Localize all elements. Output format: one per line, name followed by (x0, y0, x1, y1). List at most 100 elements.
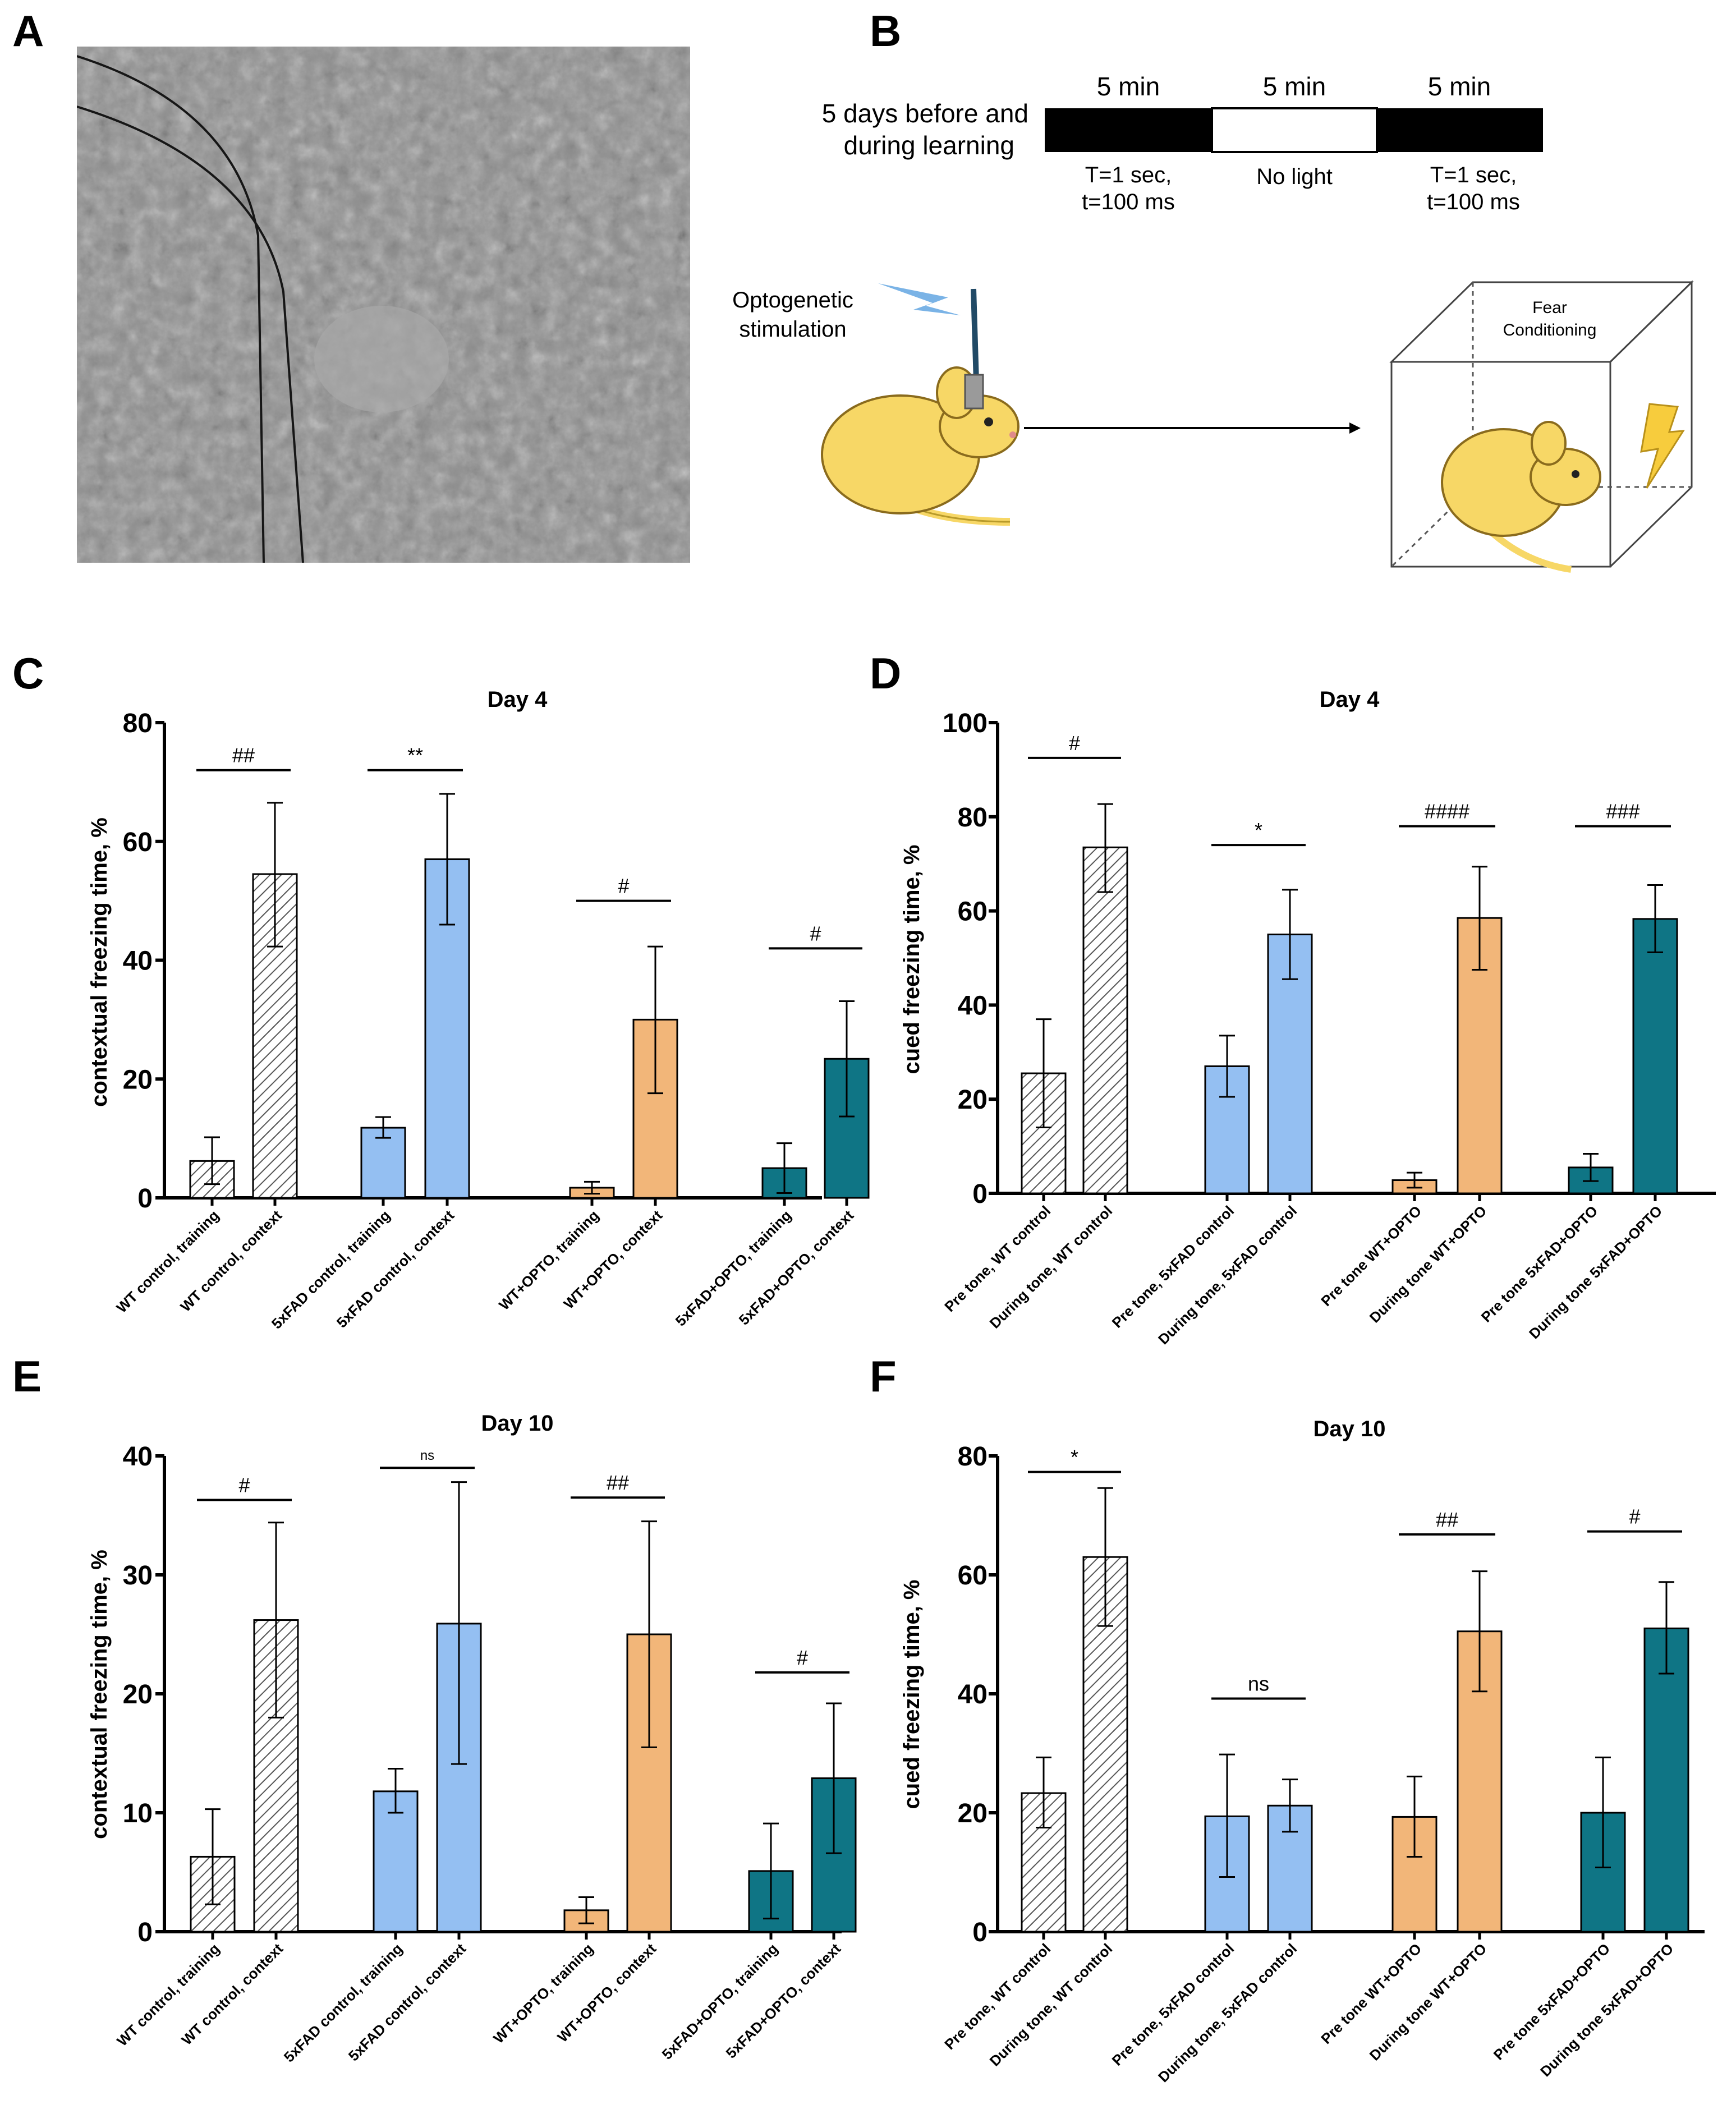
bar (1021, 1792, 1067, 1933)
segment-1-caption-line1: T=1 sec, (1085, 163, 1172, 187)
panel-label-f: F (870, 1352, 897, 1401)
x-tick-label: Pre tone, WT control (941, 1940, 1054, 2053)
y-tick-label: 60 (958, 1561, 988, 1591)
x-tick-label: Pre tone, 5xFAD control (1109, 1202, 1238, 1331)
significance-label: # (1629, 1505, 1640, 1528)
y-tick-label: 0 (972, 1918, 988, 1947)
panel-label-b: B (870, 6, 901, 56)
chart-title: Day 10 (481, 1411, 554, 1436)
segment-2-caption-line1: No light (1256, 164, 1333, 189)
cube-icon: Fear Conditioning (1389, 280, 1694, 573)
significance-label: # (810, 922, 821, 945)
x-tick-label: 5xFAD control, context (345, 1940, 470, 2065)
significance-label: ## (232, 744, 255, 767)
significance-label: * (1071, 1446, 1078, 1469)
chart-panel-f: F Day 10 cued freezing time, % 0 20 40 60 80 Pr… (870, 1352, 1705, 2085)
y-tick-label: 0 (972, 1179, 988, 1209)
chart-panel-c: C Day 4 contextual freezing time, % 0 20 40 6… (12, 649, 870, 1332)
x-tick-label: 5xFAD control, training (281, 1940, 406, 2065)
bar (1632, 918, 1678, 1194)
chart-title: Day 4 (488, 687, 548, 712)
bar (373, 1790, 419, 1933)
y-tick-label: 60 (123, 828, 153, 857)
y-tick-label: 60 (958, 897, 988, 927)
y-tick-label: 20 (958, 1799, 988, 1828)
x-tick-label: During tone, 5xFAD control (1155, 1202, 1300, 1348)
segment-3-caption-line1: T=1 sec, (1430, 163, 1517, 187)
panel-label-a: A (12, 6, 44, 56)
x-tick-label: During tone, WT control (986, 1202, 1116, 1332)
significance-label: ns (1248, 1672, 1269, 1695)
microscopy-image (77, 47, 690, 563)
timeline-label-line2: during learning (844, 131, 1014, 160)
segment-3-duration: 5 min (1428, 72, 1491, 101)
y-axis-label: cued freezing time, % (899, 845, 924, 1074)
stimulation-timeline: 5 days before and during learning 5 min … (822, 72, 1543, 214)
significance-label: ## (607, 1471, 629, 1494)
y-tick-label: 0 (137, 1918, 153, 1947)
panel-label-c: C (12, 649, 44, 698)
segment-1-light-on (1045, 108, 1212, 152)
x-tick-label: During tone WT+OPTO (1366, 1202, 1490, 1326)
lightning-icon (878, 283, 961, 315)
significance-label: ** (407, 744, 423, 767)
shock-icon (1640, 403, 1685, 489)
significance-label: # (238, 1473, 250, 1496)
x-tick-label: WT control, context (177, 1207, 285, 1315)
segment-1-duration: 5 min (1097, 72, 1160, 101)
chart-panel-d: D Day 4 cued freezing time, % 0 20 40 60 80 100… (870, 649, 1716, 1348)
y-tick-label: 10 (123, 1799, 153, 1828)
y-tick-label: 20 (123, 1680, 153, 1710)
x-tick-label: Pre tone 5xFAD+OPTO (1478, 1202, 1601, 1326)
y-tick-label: 80 (123, 709, 153, 738)
x-tick-label: WT control, training (113, 1940, 223, 2050)
bar (824, 1058, 870, 1199)
x-tick-label: WT control, training (113, 1207, 222, 1316)
segment-2-duration: 5 min (1263, 72, 1326, 101)
x-tick-label: 5xFAD control, context (333, 1207, 458, 1331)
y-tick-label: 40 (123, 1442, 153, 1472)
significance-label: # (797, 1646, 808, 1669)
y-axis-label: contextual freezing time, % (87, 817, 112, 1107)
x-tick-label: 5xFAD+OPTO, context (736, 1207, 857, 1329)
significance-label: * (1255, 819, 1262, 842)
x-tick-label: Pre tone, WT control (941, 1202, 1054, 1315)
optogenetic-scene: Optogenetic stimulation Fear (732, 280, 1694, 573)
panel-label-e: E (12, 1352, 42, 1401)
x-tick-label: During tone 5xFAD+OPTO (1537, 1940, 1677, 2080)
y-tick-label: 100 (943, 709, 988, 738)
y-tick-label: 0 (137, 1184, 153, 1214)
x-tick-label: During tone 5xFAD+OPTO (1526, 1202, 1665, 1342)
stimulation-label-line1: Optogenetic (732, 288, 853, 313)
x-tick-label: Pre tone, 5xFAD control (1109, 1940, 1238, 2069)
box-label-line1: Fear (1532, 298, 1567, 317)
significance-label: ## (1436, 1508, 1458, 1531)
y-tick-label: 40 (123, 946, 153, 976)
x-tick-label: 5xFAD control, training (268, 1207, 393, 1332)
y-tick-label: 80 (958, 803, 988, 833)
significance-label: # (1069, 732, 1080, 755)
segment-3-caption-line2: t=100 ms (1427, 190, 1520, 214)
segment-1-caption-line2: t=100 ms (1082, 190, 1175, 214)
x-tick-label: 5xFAD+OPTO, training (659, 1940, 782, 2063)
chart-title: Day 4 (1320, 687, 1380, 712)
x-tick-label: Pre tone 5xFAD+OPTO (1490, 1940, 1614, 2064)
mouse-icon (821, 366, 1019, 526)
x-tick-label: 5xFAD+OPTO, context (723, 1940, 844, 2062)
y-tick-label: 80 (958, 1442, 988, 1472)
segment-2-light-off (1211, 107, 1378, 153)
segment-3-light-on (1377, 108, 1543, 152)
timeline-label-line1: 5 days before and (822, 99, 1028, 128)
arrow-icon (1024, 422, 1361, 434)
y-axis-label: cued freezing time, % (899, 1580, 924, 1809)
y-tick-label: 40 (958, 991, 988, 1021)
x-tick-label: During tone WT+OPTO (1366, 1940, 1490, 2064)
x-tick-label: During tone, 5xFAD control (1155, 1940, 1300, 2085)
box-mouse-icon (1441, 421, 1601, 573)
chart-panel-e: E Day 10 contextual freezing time, % 0 10 20… (12, 1352, 857, 2065)
bar (1082, 846, 1128, 1194)
y-tick-label: 20 (958, 1085, 988, 1115)
panel-label-d: D (870, 649, 901, 698)
y-tick-label: 40 (958, 1680, 988, 1710)
